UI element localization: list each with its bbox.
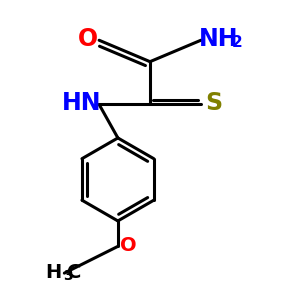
Text: S: S — [205, 91, 222, 115]
Text: C: C — [67, 263, 81, 282]
Text: NH: NH — [199, 27, 238, 51]
Text: 2: 2 — [232, 35, 242, 50]
Text: 3: 3 — [63, 269, 73, 283]
Text: H: H — [45, 263, 62, 282]
Text: HN: HN — [62, 91, 101, 115]
Text: O: O — [120, 236, 136, 255]
Text: O: O — [78, 27, 98, 51]
